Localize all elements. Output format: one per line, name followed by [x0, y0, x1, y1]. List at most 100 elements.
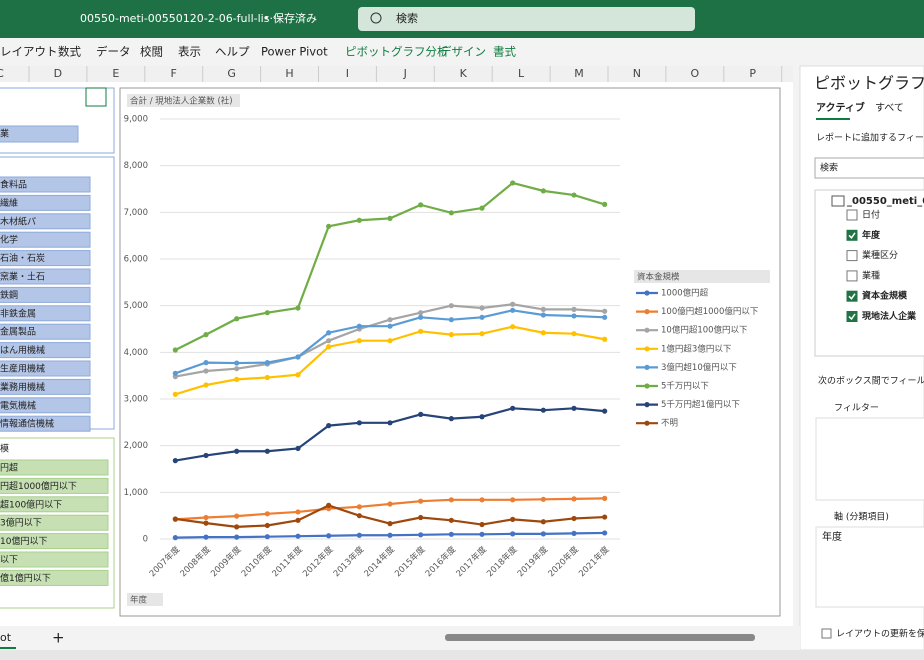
slicer-item-label: 食料品 — [0, 179, 27, 191]
field-name: 年度 — [862, 229, 881, 241]
slicer-item[interactable] — [0, 397, 91, 414]
legend-label: 不明 — [661, 419, 678, 429]
h-scroll-thumb[interactable] — [445, 634, 755, 641]
data-point — [448, 416, 454, 422]
data-point — [418, 314, 424, 320]
data-point — [479, 305, 485, 311]
panel-tab[interactable]: アクティブ — [816, 101, 865, 114]
ribbon-tab[interactable]: 校閲 — [140, 45, 163, 59]
add-sheet[interactable]: + — [52, 629, 65, 647]
ribbon-tab[interactable]: ヘルプ — [215, 45, 250, 59]
data-point — [264, 374, 270, 381]
data-point — [326, 330, 332, 336]
slicer-item[interactable] — [0, 268, 91, 285]
field-checkbox[interactable] — [846, 229, 858, 241]
y-tick-label: 5,000 — [124, 301, 148, 311]
panel-title: ピボットグラフのフ — [814, 74, 924, 93]
field-checkbox[interactable] — [846, 250, 858, 262]
ribbon-tab[interactable]: 表示 — [178, 45, 201, 59]
data-point — [326, 344, 332, 350]
data-point — [264, 522, 270, 529]
x-field: 年度 — [130, 595, 148, 606]
check-mark — [848, 232, 856, 239]
data-point — [418, 328, 424, 334]
data-point — [264, 448, 270, 454]
context-tab[interactable]: デザイン — [440, 45, 486, 59]
slicer-item-label: 億1億円以下 — [0, 572, 51, 584]
scrollbar[interactable] — [793, 66, 801, 626]
slicer-item[interactable] — [0, 360, 91, 377]
context-tab[interactable]: 書式 — [493, 45, 516, 59]
search-text: 検索 — [396, 11, 418, 25]
ribbon-tab[interactable]: 数式 — [58, 45, 81, 59]
legend-label: 100億円超1000億円以下 — [661, 306, 759, 317]
axis-item[interactable]: 年度 — [822, 530, 842, 543]
data-point — [203, 452, 209, 459]
slicer-item[interactable] — [0, 176, 91, 193]
data-point — [510, 497, 516, 503]
panel-tab[interactable]: すべて — [875, 102, 904, 114]
y-tick-label: 3,000 — [124, 395, 148, 405]
field-checkbox[interactable] — [846, 270, 858, 282]
context-tab[interactable]: ピボットグラフ分析 — [345, 45, 449, 59]
data-point — [540, 330, 546, 336]
data-point — [234, 534, 240, 540]
field-button[interactable] — [127, 593, 163, 606]
slicer-item[interactable] — [0, 496, 109, 513]
slicer-item[interactable] — [0, 231, 91, 248]
slicer-item[interactable] — [0, 551, 109, 568]
data-point — [387, 532, 393, 538]
data-point — [356, 513, 362, 519]
slicer-item[interactable] — [0, 415, 91, 432]
defer-checkbox[interactable] — [821, 628, 832, 639]
column-header: G — [227, 67, 236, 80]
filter-box — [815, 417, 924, 501]
data-point — [540, 407, 546, 413]
add-button[interactable] — [85, 87, 107, 107]
legend-title-box[interactable] — [634, 270, 770, 283]
slicer-item[interactable] — [0, 194, 91, 211]
data-point — [356, 504, 362, 510]
slicer-item[interactable] — [0, 342, 91, 359]
slicer-item[interactable] — [0, 213, 91, 230]
data-point — [479, 414, 485, 420]
slicer-item[interactable] — [0, 250, 91, 267]
data-point — [479, 314, 485, 320]
data-point — [602, 308, 608, 314]
panel-search[interactable] — [814, 157, 924, 179]
slicer-item[interactable] — [0, 569, 109, 586]
data-point — [203, 514, 209, 521]
y-tick-label: 7,000 — [124, 208, 148, 218]
data-point — [234, 376, 240, 382]
y-tick-label: 0 — [143, 535, 148, 545]
slicer-item[interactable] — [0, 459, 109, 476]
slicer-item-label: 鉄鋼 — [0, 289, 18, 301]
data-point — [172, 516, 178, 522]
data-point — [602, 336, 608, 342]
field-checkbox[interactable] — [846, 209, 858, 221]
column-header: C — [0, 67, 4, 80]
data-point — [540, 306, 546, 312]
slicer-item[interactable] — [0, 125, 79, 143]
ribbon-tab[interactable]: Power Pivot — [261, 45, 328, 59]
slicer-item[interactable] — [0, 286, 91, 303]
slicer-item[interactable] — [0, 477, 109, 494]
y-axis-title: 合計 / 現地法人企業数 (社) — [130, 96, 233, 107]
slicer-item[interactable] — [0, 305, 91, 322]
field-button[interactable] — [127, 94, 240, 107]
slicer-item[interactable] — [0, 514, 109, 531]
field-checkbox[interactable] — [846, 290, 858, 302]
ribbon-tab[interactable]: レイアウト — [0, 45, 58, 59]
field-checkbox[interactable] — [846, 311, 858, 322]
data-point — [356, 323, 362, 329]
y-tick-label: 2,000 — [124, 441, 148, 451]
slicer-item[interactable] — [0, 378, 91, 395]
sheet-tab[interactable]: ot — [0, 631, 12, 644]
search-box[interactable] — [358, 7, 695, 31]
data-point — [295, 445, 301, 452]
slicer-item[interactable] — [0, 323, 91, 340]
slicer-item[interactable] — [0, 533, 109, 550]
ribbon-tab[interactable]: データ — [96, 45, 131, 59]
slicer-item-label: 以下 — [0, 556, 18, 566]
data-point — [172, 347, 178, 353]
